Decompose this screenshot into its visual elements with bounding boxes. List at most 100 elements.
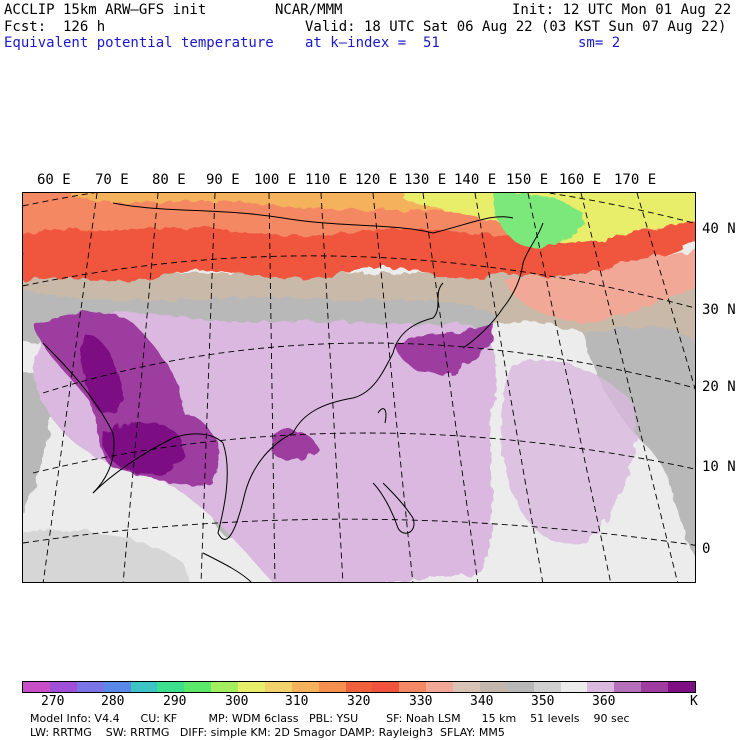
coast-india-west: [42, 342, 115, 494]
parallel-10n: [32, 432, 695, 474]
field-purple-korea: [393, 323, 494, 375]
footer-model-info: Model Info: V4.4 CU: KF MP: WDM 6class P…: [30, 712, 630, 725]
colorbar-swatch-0: [23, 682, 50, 692]
colorbar-swatch-24: [668, 682, 695, 692]
field-lightpurple-pacific: [501, 360, 636, 545]
meridian-110e: [320, 193, 344, 582]
colorbar-tick-330: 330: [409, 694, 433, 709]
colorbar-swatch-17: [479, 682, 507, 692]
footer-physics-info: LW: RRTMG SW: RRTMG DIFF: simple KM: 2D …: [30, 726, 505, 739]
field-green-patch: [493, 193, 583, 248]
colorbar-swatch-14: [399, 682, 427, 692]
map-canvas: [23, 193, 695, 582]
organization: NCAR/MMM: [275, 2, 343, 18]
lon-label-130e: 130 E: [404, 172, 447, 188]
colorbar-swatch-1: [49, 682, 77, 692]
colorbar: [22, 681, 696, 693]
coast-sumatra: [202, 552, 252, 582]
colorbar-swatch-5: [157, 682, 185, 692]
lon-label-140e: 140 E: [454, 172, 497, 188]
field-darkpurple-bay: [102, 422, 184, 474]
colorbar-tick-350: 350: [531, 694, 555, 709]
lat-label-20n: 20 N: [702, 379, 736, 395]
meridian-130e: [422, 193, 479, 582]
colorbar-tick-310: 310: [285, 694, 309, 709]
coast-philippines: [372, 482, 415, 534]
colorbar-swatch-22: [614, 682, 642, 692]
lon-label-80e: 80 E: [152, 172, 186, 188]
colorbar-swatch-7: [211, 682, 238, 692]
colorbar-swatch-9: [264, 682, 292, 692]
parallel-0: [23, 518, 695, 546]
meridian-140e: [474, 193, 544, 582]
colorbar-swatch-10: [291, 682, 319, 692]
field-salmon-pacific: [503, 250, 695, 323]
meridian-70e: [42, 193, 98, 582]
colorbar-swatch-6: [184, 682, 212, 692]
colorbar-swatch-2: [76, 682, 104, 692]
colorbar-tick-290: 290: [163, 694, 187, 709]
lon-label-70e: 70 E: [95, 172, 129, 188]
model-title: ACCLIP 15km ARW—GFS init: [4, 2, 207, 18]
meridian-120e: [372, 193, 414, 582]
meridian-150e: [527, 193, 612, 582]
coastlines: [42, 202, 544, 582]
colorbar-swatch-15: [426, 682, 453, 692]
colorbar-swatch-4: [130, 682, 158, 692]
colorbar-tick-300: 300: [225, 694, 249, 709]
forecast-hour: Fcst: 126 h: [4, 19, 106, 35]
lon-label-90e: 90 E: [206, 172, 240, 188]
lon-label-150e: 150 E: [506, 172, 549, 188]
colorbar-unit: K: [690, 694, 698, 709]
colorbar-tick-280: 280: [101, 694, 125, 709]
coast-taiwan: [377, 408, 387, 424]
colorbar-swatch-18: [506, 682, 534, 692]
field-lightgray-sw: [23, 529, 190, 582]
border-north: [112, 202, 514, 234]
colorbar-swatch-11: [318, 682, 346, 692]
field-gray-east: [583, 326, 695, 556]
field-name: Equivalent potential temperature: [4, 35, 274, 51]
lon-label-100e: 100 E: [254, 172, 297, 188]
colorbar-swatch-23: [641, 682, 668, 692]
colorbar-swatch-16: [453, 682, 480, 692]
lon-label-60e: 60 E: [37, 172, 71, 188]
valid-time: Valid: 18 UTC Sat 06 Aug 22 (03 KST Sun …: [305, 19, 727, 35]
lon-label-160e: 160 E: [559, 172, 602, 188]
lat-label-10n: 10 N: [702, 459, 736, 475]
lat-label-0: 0: [702, 541, 711, 557]
colorbar-swatch-12: [345, 682, 373, 692]
field-gray-west: [23, 371, 51, 513]
meridian-90e: [200, 193, 216, 582]
colorbar-tick-270: 270: [41, 694, 65, 709]
colorbar-tick-360: 360: [592, 694, 616, 709]
colorbar-tick-320: 320: [347, 694, 371, 709]
parallel-20n: [42, 342, 695, 394]
lon-label-120e: 120 E: [355, 172, 398, 188]
meridian-100e: [268, 193, 276, 582]
init-time: Init: 12 UTC Mon 01 Aug 22: [512, 2, 732, 18]
field-darkpurple-india-north: [81, 333, 123, 414]
colorbar-swatch-19: [533, 682, 561, 692]
coast-seasia-china: [217, 282, 444, 540]
graticule: [23, 193, 695, 582]
colorbar-swatch-21: [587, 682, 615, 692]
lon-label-110e: 110 E: [305, 172, 348, 188]
colorbar-tick-340: 340: [470, 694, 494, 709]
parallel-40n: [23, 193, 695, 224]
lon-label-170e: 170 E: [614, 172, 657, 188]
colorbar-swatch-8: [238, 682, 265, 692]
coast-india-east: [92, 433, 224, 494]
colorbar-swatch-20: [560, 682, 588, 692]
lat-label-30n: 30 N: [702, 302, 736, 318]
colorbar-swatch-3: [103, 682, 131, 692]
smoothing: sm= 2: [578, 35, 621, 51]
theta-e-map: [22, 192, 696, 583]
meridian-80e: [122, 193, 159, 582]
coast-japan: [462, 222, 544, 349]
colorbar-swatch-13: [372, 682, 400, 692]
meridian-160e: [580, 193, 678, 582]
parallel-30n: [23, 255, 695, 309]
level-index: at k—index = 51: [305, 35, 440, 51]
lat-label-40n: 40 N: [702, 221, 736, 237]
